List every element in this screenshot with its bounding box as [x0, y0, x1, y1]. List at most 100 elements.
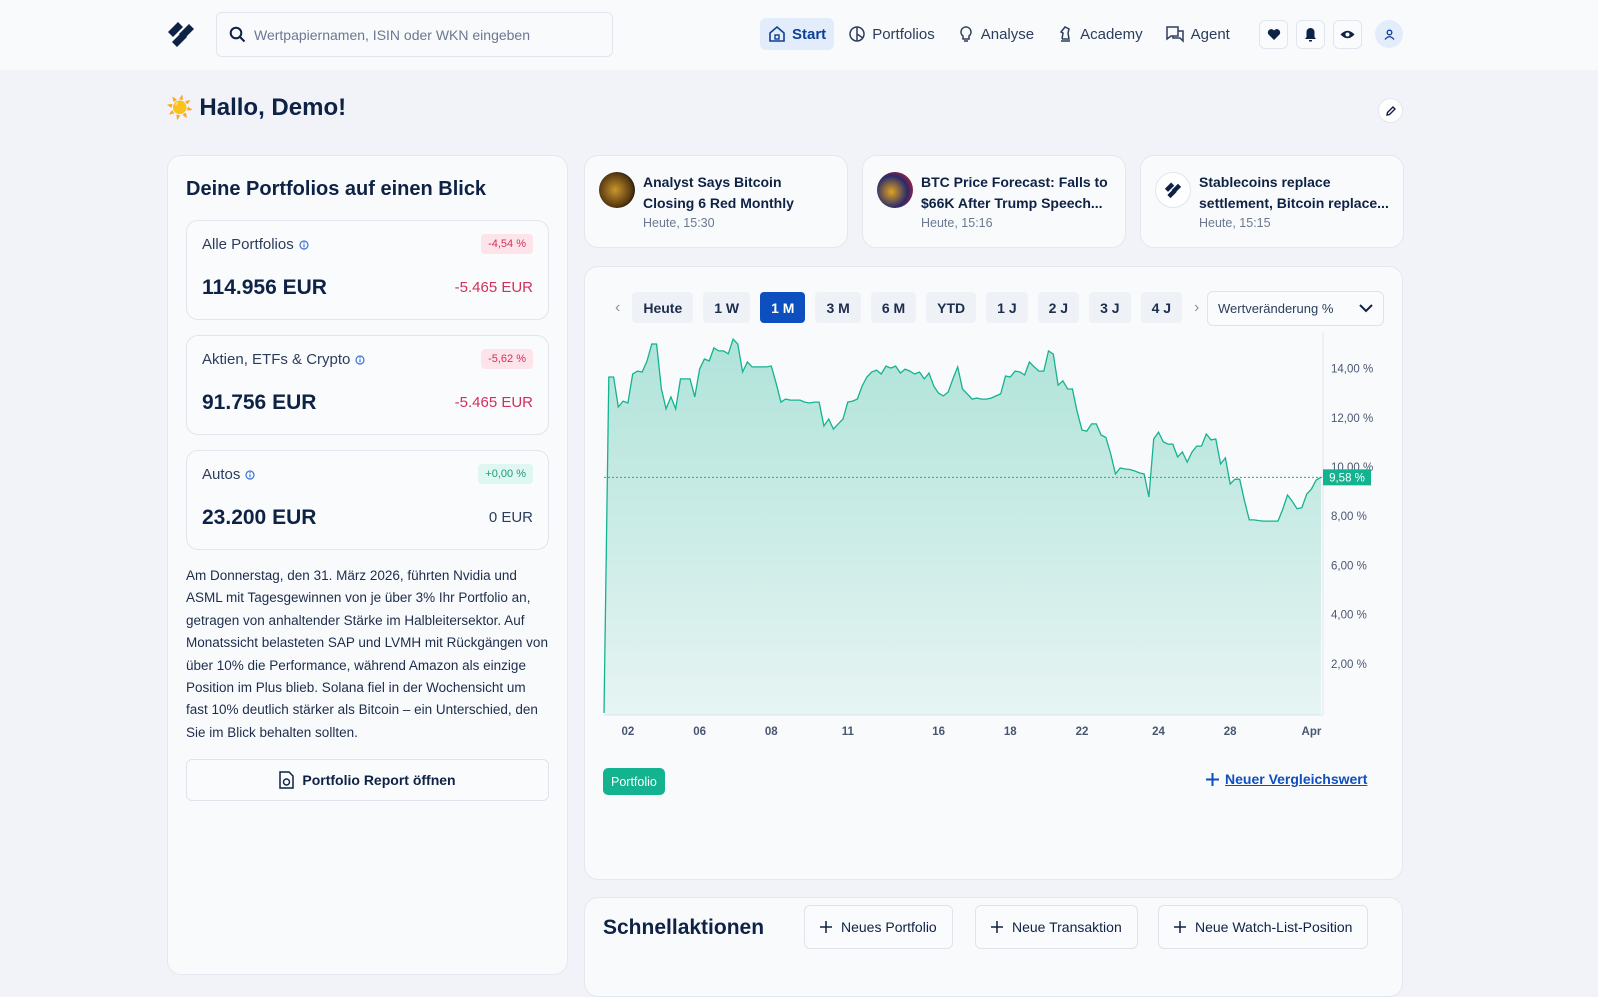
bell-icon: [1305, 28, 1316, 42]
heart-icon: [1267, 29, 1280, 40]
x-tick-label: 08: [765, 726, 778, 738]
portfolio-name: Autos: [202, 466, 241, 483]
quick-action-label: Neue Transaktion: [1012, 919, 1122, 935]
range-button[interactable]: 1 W: [703, 292, 751, 323]
compare-label: Neuer Vergleichswert: [1225, 771, 1368, 787]
quick-action-button[interactable]: Neues Portfolio: [804, 905, 953, 949]
y-tick-label: 14,00 %: [1331, 364, 1373, 376]
y-tick-label: 12,00 %: [1331, 413, 1373, 425]
chevron-left-icon[interactable]: ‹: [615, 298, 621, 316]
series-area: [604, 339, 1321, 715]
quick-action-label: Neue Watch-List-Position: [1195, 919, 1353, 935]
x-tick-label: 16: [932, 726, 945, 738]
plus-icon: [820, 921, 832, 933]
news-title: Analyst Says Bitcoin Closing 6 Red Month…: [643, 174, 794, 211]
news-thumbnail: [877, 172, 913, 208]
info-icon[interactable]: [355, 354, 365, 365]
favorites-button[interactable]: [1259, 20, 1288, 49]
edit-dashboard-button[interactable]: [1378, 98, 1403, 123]
portfolio-value: 23.200 EUR: [202, 506, 317, 529]
add-comparison-link[interactable]: Neuer Vergleichswert: [1206, 771, 1367, 787]
notifications-button[interactable]: [1296, 20, 1325, 49]
quick-action-button[interactable]: Neue Watch-List-Position: [1158, 905, 1369, 949]
nav-analyse[interactable]: Analyse: [949, 18, 1042, 50]
info-icon[interactable]: [245, 469, 255, 480]
portfolio-change: 0 EUR: [488, 509, 533, 526]
range-selector: ‹ Heute 1 W 1 M 3 M 6 M YTD 1 J 2 J 3 J 4 J ›: [613, 292, 1201, 323]
range-button[interactable]: Heute: [632, 292, 694, 323]
plus-icon: [1174, 921, 1186, 933]
news-card[interactable]: Stablecoins replace settlement, Bitcoin …: [1140, 155, 1404, 248]
top-header: Start Portfolios Analyse Academy Agent: [0, 0, 1598, 70]
range-button[interactable]: 3 J: [1089, 292, 1131, 323]
x-tick-label: 28: [1224, 726, 1237, 738]
quick-action-label: Neues Portfolio: [841, 919, 937, 935]
header-actions: [1259, 20, 1362, 49]
range-button[interactable]: YTD: [926, 292, 977, 323]
logo-icon: [1164, 182, 1182, 199]
main-nav: Start Portfolios Analyse Academy Agent: [760, 18, 1238, 50]
range-button[interactable]: 6 M: [870, 292, 917, 323]
news-card[interactable]: BTC Price Forecast: Falls to $66K After …: [862, 155, 1126, 248]
nav-portfolios[interactable]: Portfolios: [840, 18, 943, 50]
chat-icon: [1165, 26, 1184, 43]
nav-label: Portfolios: [872, 25, 935, 43]
quick-action-button[interactable]: Neue Transaktion: [975, 905, 1138, 949]
news-thumbnail: [599, 172, 635, 208]
y-tick-label: 6,00 %: [1331, 560, 1367, 572]
nav-start[interactable]: Start: [760, 18, 835, 50]
performance-chart[interactable]: 2,00 %4,00 %6,00 %8,00 %10,00 %12,00 %14…: [585, 327, 1404, 817]
performance-badge: -4,54 %: [481, 234, 533, 254]
search-bar[interactable]: [216, 12, 613, 57]
logo-icon[interactable]: [166, 18, 196, 50]
performance-chart-card: ‹ Heute 1 W 1 M 3 M 6 M YTD 1 J 2 J 3 J 4 J › Wertv…: [584, 266, 1403, 880]
range-button[interactable]: 4 J: [1140, 292, 1183, 323]
range-button[interactable]: 1 J: [986, 292, 1028, 323]
plus-icon: [991, 921, 1003, 933]
user-icon: [1383, 29, 1395, 40]
portfolios-overview-card: Deine Portfolios auf einen Blick Alle Po…: [167, 155, 568, 975]
news-title: Stablecoins replace settlement, Bitcoin …: [1199, 174, 1389, 211]
current-value-label: 9,58 %: [1329, 472, 1365, 484]
plus-icon: [1206, 772, 1219, 786]
metric-value: Wertveränderung %: [1218, 301, 1334, 316]
chevron-down-icon: [1359, 304, 1373, 313]
portfolio-name: Alle Portfolios: [202, 236, 294, 253]
x-tick-label: 18: [1004, 726, 1017, 738]
performance-badge: +0,00 %: [478, 464, 533, 484]
y-tick-label: 4,00 %: [1331, 610, 1367, 622]
document-icon: [279, 771, 295, 789]
legend-portfolio[interactable]: Portfolio: [603, 768, 665, 795]
portfolio-report-button[interactable]: Portfolio Report öffnen: [186, 759, 549, 802]
portfolio-summary: Am Donnerstag, den 31. März 2026, führte…: [186, 568, 548, 740]
portfolio-card[interactable]: Aktien, ETFs & Crypto -5,62 % 91.756 EUR…: [186, 335, 549, 435]
portfolio-card[interactable]: Autos +0,00 % 23.200 EUR 0 EUR: [186, 450, 549, 550]
search-input[interactable]: [254, 26, 594, 43]
pie-chart-icon: [849, 26, 865, 42]
lightbulb-icon: [960, 26, 972, 42]
performance-badge: -5,62 %: [481, 349, 533, 369]
visibility-button[interactable]: [1333, 20, 1362, 49]
y-tick-label: 8,00 %: [1331, 511, 1367, 523]
portfolio-name-row: Alle Portfolios: [202, 236, 309, 253]
nav-label: Analyse: [980, 25, 1035, 43]
news-time: Heute, 15:15: [1199, 216, 1271, 230]
nav-label: Academy: [1080, 25, 1143, 43]
metric-select[interactable]: Wertveränderung %: [1207, 291, 1384, 326]
nav-academy[interactable]: Academy: [1048, 18, 1151, 50]
user-avatar[interactable]: [1375, 20, 1403, 48]
portfolio-value: 114.956 EUR: [202, 276, 327, 299]
nav-agent[interactable]: Agent: [1157, 18, 1238, 50]
portfolio-card[interactable]: Alle Portfolios -4,54 % 114.956 EUR -5.4…: [186, 220, 549, 320]
news-card[interactable]: Analyst Says Bitcoin Closing 6 Red Month…: [584, 155, 848, 248]
range-button[interactable]: 2 J: [1037, 292, 1080, 323]
quick-actions-title: Schnellaktionen: [603, 916, 765, 939]
portfolio-name-row: Autos: [202, 466, 255, 483]
chevron-right-icon[interactable]: ›: [1194, 298, 1200, 316]
range-button[interactable]: 1 M: [760, 292, 806, 323]
pencil-icon: [1385, 105, 1396, 116]
range-button[interactable]: 3 M: [815, 292, 861, 323]
info-icon[interactable]: [299, 239, 309, 250]
portfolio-name-row: Aktien, ETFs & Crypto: [202, 351, 365, 368]
portfolio-change: -5.465 EUR: [454, 279, 533, 296]
